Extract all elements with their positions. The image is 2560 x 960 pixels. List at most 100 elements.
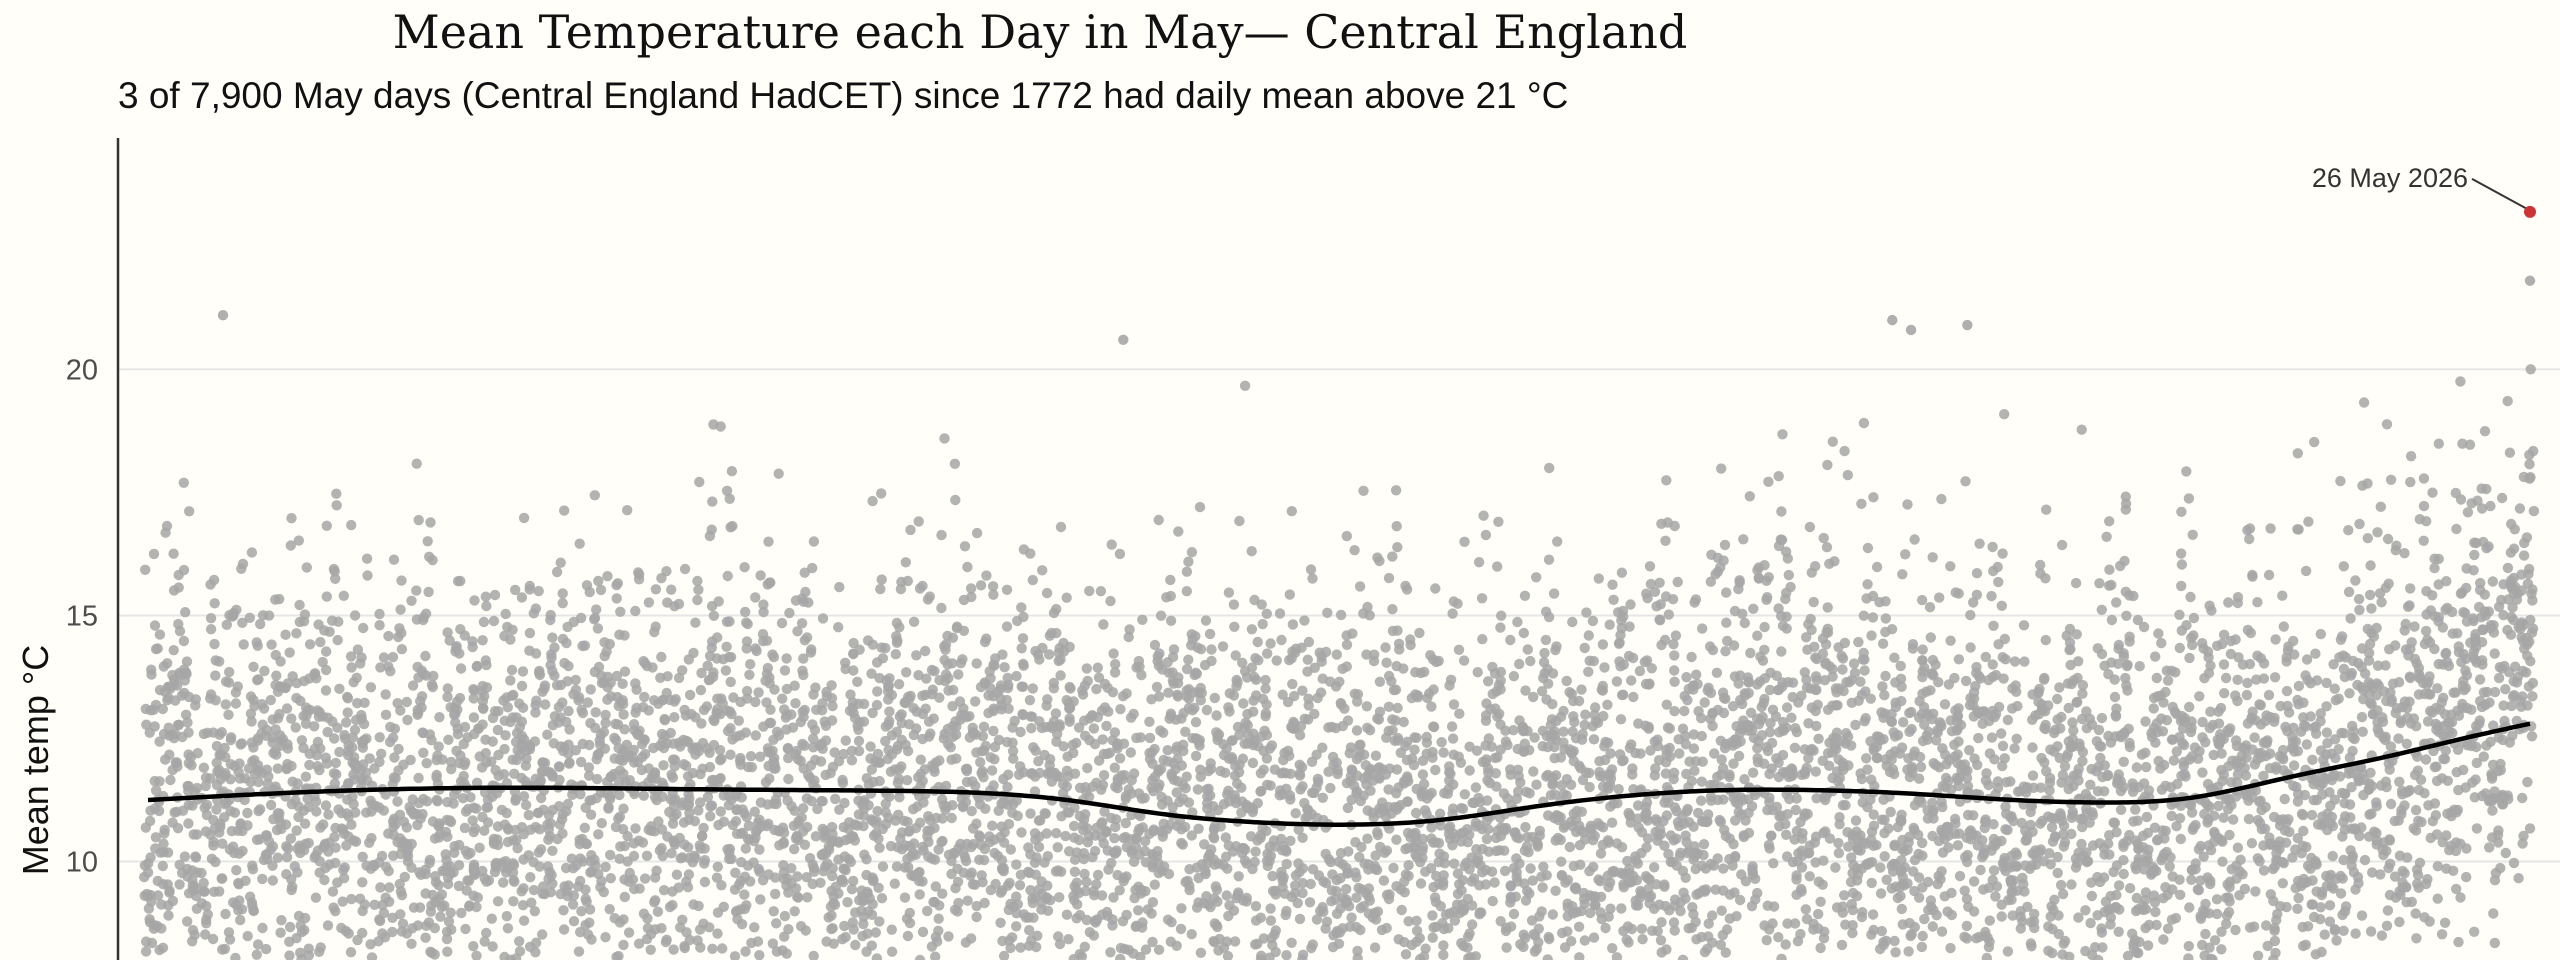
- data-point-4840: [1758, 758, 1770, 769]
- data-point-3517: [1302, 804, 1313, 815]
- data-point-2154: [853, 745, 865, 757]
- data-point-3472: [1289, 690, 1300, 702]
- data-point-2433: [936, 794, 948, 805]
- data-point-2544: [978, 772, 989, 783]
- data-point-3788: [1395, 747, 1407, 758]
- data-point-3563: [1320, 877, 1332, 889]
- data-point-2711: [1029, 828, 1041, 839]
- data-point-1265: [561, 637, 572, 649]
- data-point-2915: [1107, 687, 1119, 698]
- data-point-3474: [1284, 654, 1295, 666]
- data-point-3018: [1134, 849, 1145, 860]
- data-point-2229: [875, 583, 886, 595]
- data-point-2143: [844, 705, 856, 716]
- data-point-4896: [1774, 811, 1785, 822]
- data-point-1850: [752, 936, 764, 947]
- data-point-3899: [1443, 923, 1454, 934]
- data-point-3759: [1386, 676, 1397, 687]
- data-point-2674: [1023, 842, 1034, 853]
- data-point-4695: [1706, 795, 1717, 806]
- data-point-3277: [1230, 650, 1241, 661]
- data-point-767: [394, 809, 406, 820]
- data-point-4958: [1796, 833, 1808, 844]
- data-point-2828: [1071, 913, 1082, 924]
- data-point-2451: [947, 658, 958, 669]
- data-point-4255: [1565, 779, 1577, 790]
- data-point-1372: [589, 666, 601, 678]
- data-point-675: [356, 713, 367, 724]
- data-point-3541: [1317, 792, 1329, 803]
- data-point-998: [481, 927, 492, 939]
- data-point-1316: [576, 704, 587, 716]
- data-point-4024: [1480, 864, 1492, 876]
- data-point-4056: [1495, 675, 1506, 686]
- data-point-113: [174, 626, 186, 637]
- data-point-637: [352, 644, 364, 655]
- data-point-483: [299, 818, 311, 829]
- data-point-3012: [1137, 614, 1148, 625]
- data-point-2855: [1083, 791, 1095, 802]
- data-point-4780: [1733, 750, 1745, 762]
- data-point-3097: [1165, 574, 1176, 586]
- data-point-472: [291, 628, 302, 639]
- data-point-1888: [760, 675, 771, 686]
- data-point-3122: [1175, 923, 1187, 935]
- data-point-473: [293, 535, 304, 546]
- data-point-910: [448, 798, 459, 809]
- data-point-4357: [1599, 662, 1610, 673]
- data-point-1627: [679, 563, 691, 575]
- data-point-3766: [1400, 949, 1412, 960]
- data-point-3534: [1317, 742, 1328, 753]
- data-point-2225: [874, 757, 886, 768]
- data-point-2966: [1117, 774, 1128, 785]
- data-point-2927: [1108, 847, 1120, 858]
- data-point-494: [298, 805, 309, 816]
- data-point-2022: [812, 803, 823, 815]
- data-point-2111: [840, 735, 851, 746]
- data-point-4051: [1495, 622, 1506, 633]
- data-point-2286: [892, 635, 903, 646]
- data-point-1977: [787, 722, 799, 733]
- data-point-1149: [526, 897, 537, 908]
- data-point-3898: [1437, 880, 1449, 891]
- data-point-2411: [939, 433, 950, 444]
- data-point-1277: [561, 716, 572, 728]
- data-point-2304: [905, 524, 916, 536]
- data-point-1053: [492, 834, 503, 845]
- data-point-3151: [1186, 547, 1198, 558]
- data-point-1261: [554, 761, 565, 772]
- data-point-540: [318, 819, 329, 830]
- data-point-643: [347, 732, 358, 743]
- data-point-3857: [1427, 910, 1438, 921]
- data-point-49: [148, 548, 160, 560]
- data-point-476: [299, 925, 310, 936]
- data-point-3134: [1180, 783, 1191, 794]
- data-point-1681: [694, 476, 705, 488]
- data-point-2753: [1053, 655, 1064, 667]
- data-point-1719: [706, 524, 717, 535]
- data-point-4497: [1641, 797, 1653, 808]
- data-point-2496: [965, 933, 977, 944]
- data-point-2329: [910, 849, 921, 860]
- data-point-1997: [798, 653, 809, 664]
- data-point-1686: [695, 769, 706, 780]
- data-point-2929: [1107, 914, 1118, 925]
- data-point-1164: [523, 739, 535, 751]
- data-point-1833: [741, 685, 753, 697]
- data-point-3129: [1178, 745, 1189, 757]
- data-point-2231: [886, 924, 897, 935]
- data-point-789: [407, 680, 419, 691]
- data-point-1135: [518, 791, 530, 802]
- data-point-1143: [514, 749, 526, 760]
- data-point-2028: [807, 562, 818, 574]
- data-point-4454: [1632, 800, 1644, 811]
- data-point-4225: [1555, 834, 1566, 846]
- data-point-4353: [1598, 710, 1609, 722]
- data-point-3494: [1297, 863, 1309, 874]
- data-point-174: [196, 867, 207, 879]
- data-point-387: [262, 778, 273, 790]
- data-point-1235: [558, 905, 569, 916]
- data-point-142: [178, 477, 189, 488]
- data-point-2799: [1061, 592, 1072, 603]
- data-point-163: [189, 929, 200, 941]
